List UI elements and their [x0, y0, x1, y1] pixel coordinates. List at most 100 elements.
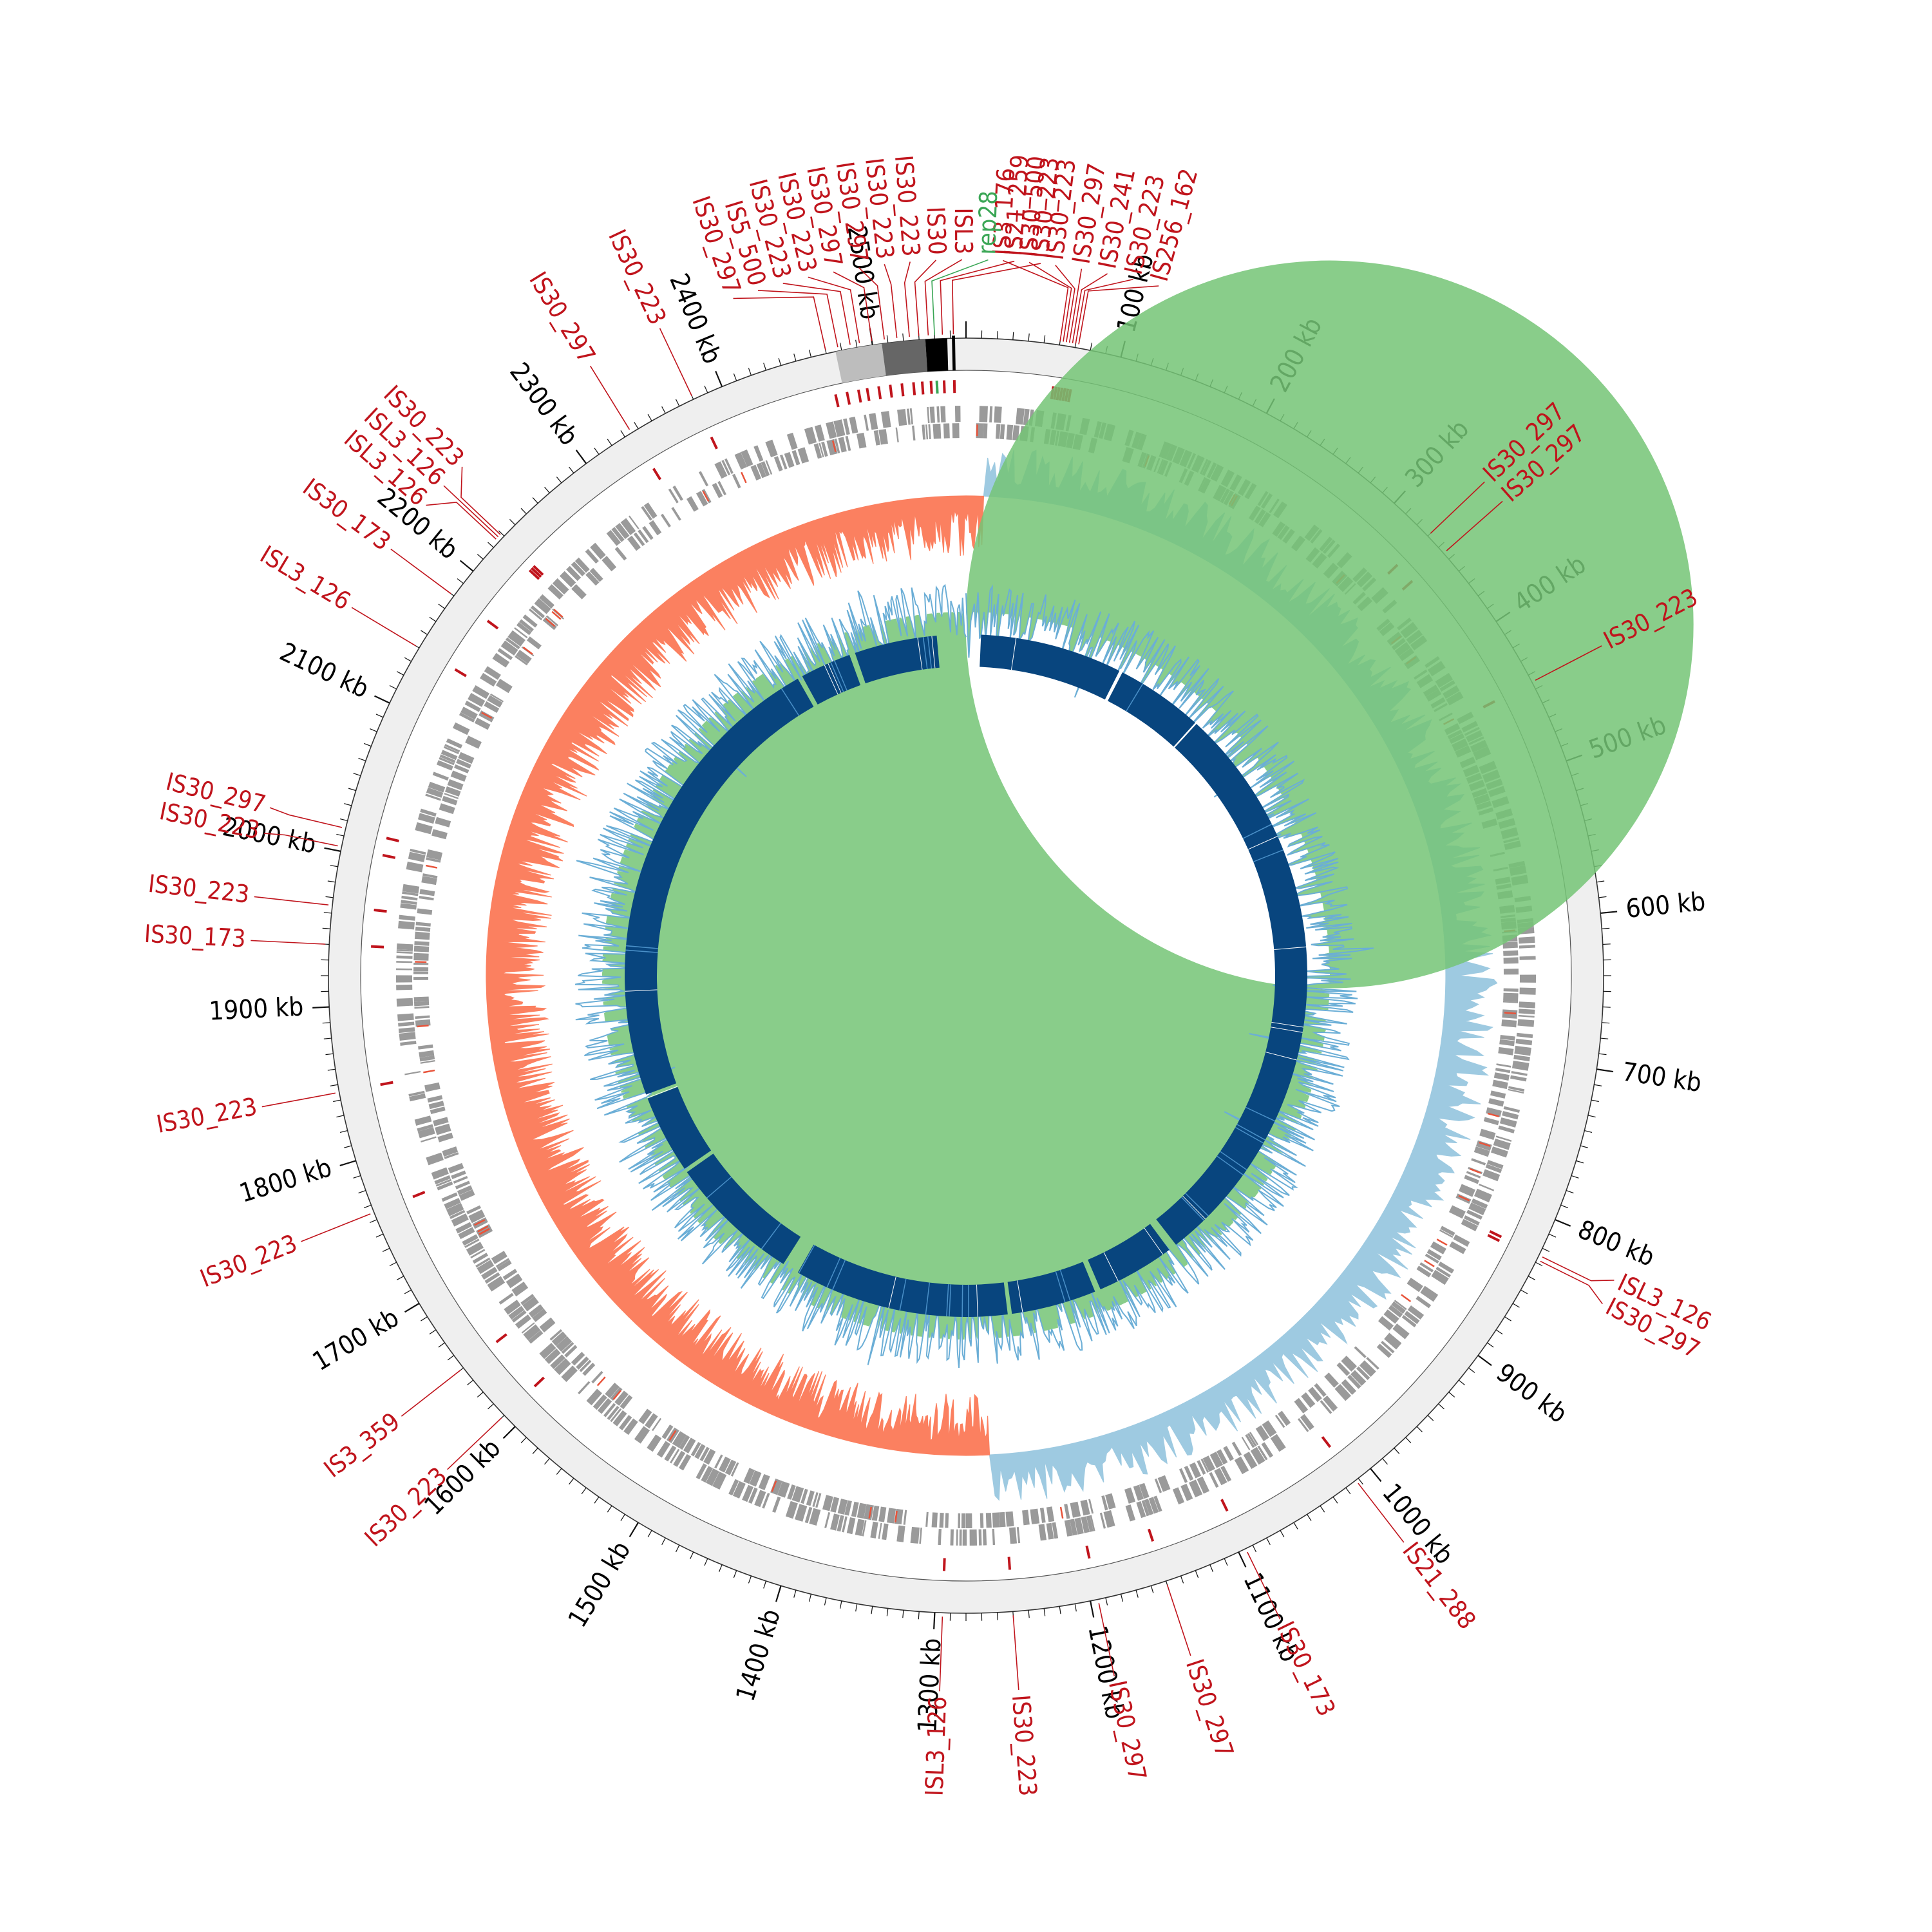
is-element-marker — [1489, 1230, 1502, 1238]
major-tick — [715, 370, 723, 387]
gene-feature — [696, 1463, 707, 1480]
gene-feature — [607, 1405, 620, 1421]
gene-feature — [1341, 1379, 1357, 1396]
label-leader-line — [1028, 261, 1072, 342]
minor-tick — [1135, 1589, 1139, 1598]
gene-highlight — [831, 440, 837, 453]
minor-tick — [733, 373, 737, 381]
gene-feature — [472, 1253, 488, 1264]
is-element-marker — [380, 1081, 393, 1086]
gene-feature — [417, 1127, 435, 1139]
is-element-label: rep28 — [972, 190, 1003, 255]
gene-feature — [437, 1181, 453, 1191]
minor-tick — [358, 757, 366, 762]
gene-feature — [741, 449, 753, 467]
gene-feature — [413, 962, 429, 965]
gene-feature — [418, 1044, 433, 1050]
gene-feature — [1189, 1479, 1203, 1498]
gene-feature — [484, 1272, 500, 1284]
is-element-marker — [1321, 1435, 1332, 1448]
gene-feature — [447, 779, 464, 790]
minor-tick — [1602, 927, 1610, 929]
gene-feature — [420, 1060, 435, 1064]
gene-feature — [928, 424, 931, 439]
gene-highlight — [702, 491, 710, 502]
is-element-label: IS30_223 — [196, 1229, 301, 1293]
gene-feature — [1466, 1209, 1483, 1220]
inner-ring-stripe — [826, 1258, 841, 1288]
gene-feature — [1495, 1135, 1512, 1142]
minor-tick — [498, 530, 505, 536]
major-tick — [502, 1426, 516, 1439]
contig-block-1 — [882, 339, 928, 376]
gene-feature — [554, 1358, 571, 1376]
gene-feature — [672, 1431, 687, 1448]
inner-ring-stripe — [1185, 1193, 1209, 1217]
minor-tick — [322, 927, 330, 929]
gene-feature — [413, 977, 429, 980]
label-leader-line — [269, 807, 343, 828]
gene-feature — [502, 1269, 518, 1280]
gene-feature — [442, 1146, 459, 1157]
label-leader-line — [808, 276, 860, 343]
gene-feature — [451, 1213, 469, 1227]
major-tick — [1596, 1068, 1614, 1073]
label-leader-line — [390, 548, 451, 594]
minor-tick — [855, 1604, 858, 1612]
minor-tick — [344, 803, 352, 806]
gene-feature — [1511, 1060, 1530, 1071]
gene-feature — [962, 1529, 967, 1546]
minor-tick — [1438, 1403, 1444, 1410]
gene-feature — [420, 808, 437, 817]
minor-tick — [1307, 1514, 1312, 1521]
minor-tick — [389, 1262, 397, 1267]
minor-tick — [1293, 1522, 1298, 1530]
gene-feature — [458, 1227, 475, 1240]
minor-tick — [918, 1611, 920, 1620]
label-leader-line — [939, 1616, 943, 1692]
gene-feature — [1485, 1164, 1502, 1173]
gene-highlight — [423, 1069, 435, 1074]
gene-feature — [1341, 1356, 1358, 1372]
major-tick — [775, 1586, 782, 1602]
major-tick — [575, 450, 587, 464]
is-element-label: IS30 — [921, 206, 951, 256]
gene-feature — [550, 1354, 565, 1370]
gene-feature — [470, 1249, 486, 1259]
gene-feature — [404, 1071, 421, 1075]
gene-feature — [421, 876, 437, 886]
gene-feature — [477, 1260, 495, 1274]
minor-tick — [323, 1037, 332, 1039]
gene-feature — [1430, 1241, 1446, 1255]
gene-feature — [529, 608, 543, 621]
gene-feature — [950, 1529, 954, 1546]
gene-feature — [933, 423, 942, 439]
gene-feature — [1473, 1146, 1490, 1157]
is-element-label: ISL3_126 — [920, 1696, 952, 1796]
gene-feature — [465, 735, 482, 749]
minor-tick — [1528, 1276, 1535, 1280]
gene-highlight — [612, 1390, 621, 1400]
outer-ring-inner-edge — [360, 370, 1572, 1582]
gene-feature — [871, 1505, 880, 1521]
minor-tick — [1320, 1505, 1325, 1513]
major-tick — [459, 560, 474, 572]
minor-tick — [569, 466, 574, 473]
label-leader-line — [1247, 1551, 1281, 1620]
gene-feature — [1468, 1202, 1486, 1216]
minor-tick — [1405, 1437, 1412, 1444]
gene-feature — [446, 738, 463, 749]
gene-feature — [453, 1176, 468, 1184]
gene-feature — [1503, 1106, 1520, 1113]
gene-feature — [954, 406, 961, 422]
gene-feature — [978, 1529, 982, 1546]
gene-feature — [838, 437, 847, 453]
gene-highlight — [1401, 1294, 1412, 1302]
is-element-label: IS30_297 — [524, 267, 601, 368]
gene-feature — [834, 438, 840, 454]
gene-feature — [1301, 1392, 1316, 1408]
gene-feature — [699, 1446, 710, 1462]
gene-feature — [887, 1508, 896, 1524]
gene-feature — [396, 975, 413, 983]
